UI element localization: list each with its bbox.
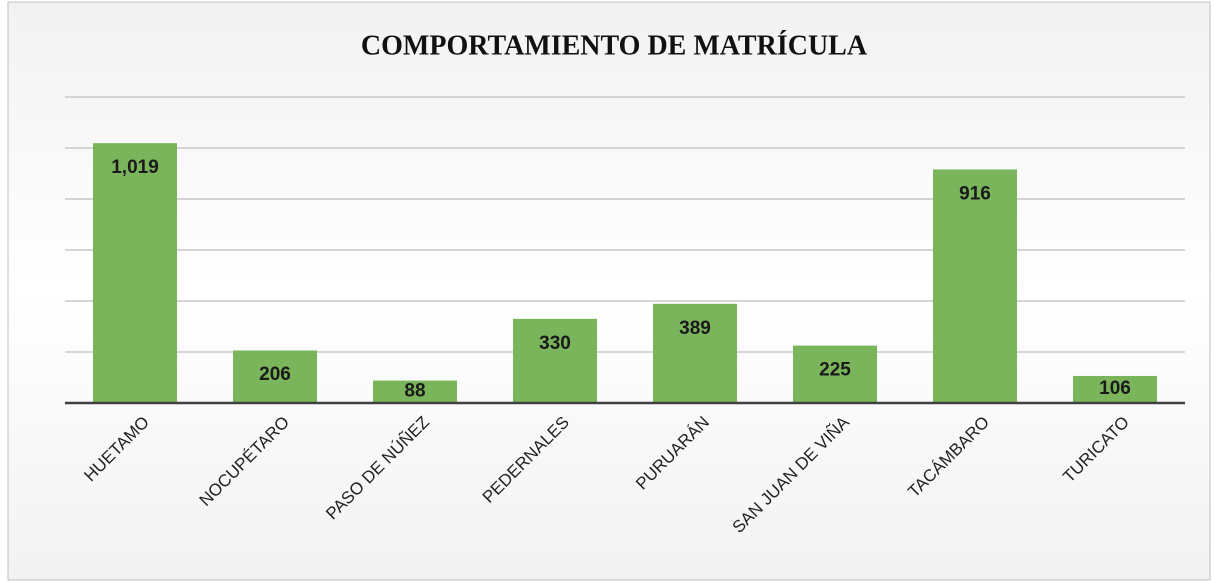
value-label: 916 <box>959 183 991 204</box>
value-label: 1,019 <box>111 157 159 178</box>
bar <box>93 143 177 403</box>
value-label: 206 <box>259 364 291 385</box>
bar <box>233 350 317 403</box>
value-label: 330 <box>539 333 571 354</box>
value-label: 389 <box>679 318 711 339</box>
bar <box>373 380 457 403</box>
bar <box>513 318 597 403</box>
chart-title: COMPORTAMIENTO DE MATRÍCULA <box>361 30 868 61</box>
value-label: 88 <box>404 381 425 402</box>
bar <box>1073 375 1157 403</box>
bar <box>793 345 877 403</box>
value-label: 106 <box>1099 378 1131 399</box>
chart-background <box>7 1 1211 581</box>
bar <box>933 169 1017 403</box>
value-label: 225 <box>819 360 851 381</box>
bar <box>653 303 737 403</box>
